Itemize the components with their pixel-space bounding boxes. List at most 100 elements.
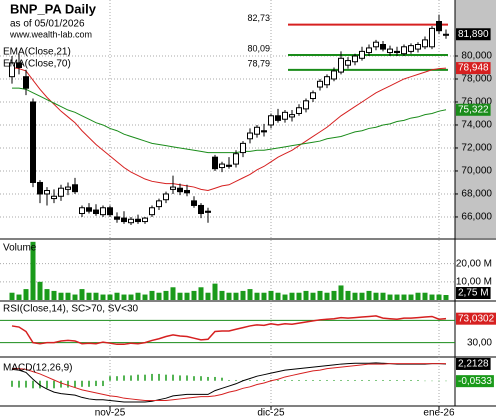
volume-bar bbox=[247, 289, 253, 300]
candle-body bbox=[58, 187, 64, 197]
volume-bar bbox=[226, 292, 232, 300]
volume-bar bbox=[331, 290, 337, 300]
candle-body bbox=[30, 101, 36, 183]
candle-body bbox=[296, 107, 302, 114]
volume-bar bbox=[352, 292, 358, 300]
y-tick-label: 72,000 bbox=[461, 143, 492, 154]
volume-bar bbox=[128, 294, 134, 300]
volume-bar bbox=[324, 292, 330, 300]
volume-bar bbox=[37, 281, 43, 300]
y-tick-label: 70,000 bbox=[461, 166, 492, 177]
candle-body bbox=[317, 80, 323, 88]
y-tick-label: 20,00 M bbox=[456, 258, 492, 269]
candle-body bbox=[226, 164, 232, 167]
volume-bar bbox=[149, 290, 155, 300]
y-tick-label: 78,000 bbox=[461, 74, 492, 85]
y-tick-label: 68,000 bbox=[461, 189, 492, 200]
volume-bar bbox=[289, 292, 295, 300]
candle-body bbox=[289, 114, 295, 118]
candle-body bbox=[338, 57, 344, 73]
x-tick-label: ene-26 bbox=[423, 408, 455, 419]
volume-bar bbox=[170, 287, 176, 300]
x-tick-label: dic-25 bbox=[257, 408, 285, 419]
last-value-box bbox=[456, 28, 491, 41]
candle-body bbox=[86, 207, 92, 212]
candle-body bbox=[324, 76, 330, 86]
candle-body bbox=[359, 50, 365, 59]
volume-bar bbox=[268, 290, 274, 300]
candle-body bbox=[205, 210, 211, 213]
last-value-label: 75,322 bbox=[458, 104, 489, 115]
volume-bar bbox=[415, 292, 421, 300]
y-tick-label: 30,00 bbox=[467, 337, 492, 348]
volume-bar bbox=[58, 292, 64, 300]
last-value-box bbox=[456, 103, 491, 116]
candle-body bbox=[170, 186, 176, 190]
volume-bar bbox=[422, 292, 428, 300]
candle-body bbox=[142, 217, 148, 223]
volume-bar bbox=[16, 294, 22, 300]
volume-bar bbox=[394, 294, 400, 300]
candle-body bbox=[114, 216, 120, 220]
candle-body bbox=[163, 193, 169, 201]
y-tick-label: 74,000 bbox=[461, 120, 492, 131]
volume-bar bbox=[275, 292, 281, 300]
candle-body bbox=[310, 92, 316, 100]
candle-body bbox=[352, 55, 358, 63]
x-tick-label: nov-25 bbox=[95, 408, 126, 419]
candle-body bbox=[331, 70, 337, 80]
volume-bar bbox=[9, 292, 15, 300]
candle-body bbox=[107, 207, 113, 216]
last-value-box bbox=[456, 357, 491, 370]
candle-body bbox=[135, 218, 141, 223]
candle-body bbox=[394, 50, 400, 54]
candle-body bbox=[366, 47, 372, 54]
candle-body bbox=[121, 217, 127, 223]
volume-bar bbox=[191, 290, 197, 300]
volume-bar bbox=[121, 294, 127, 300]
volume-bar bbox=[366, 290, 372, 300]
volume-bar bbox=[429, 294, 435, 300]
candle-body bbox=[240, 142, 246, 154]
volume-bar bbox=[135, 292, 141, 300]
pane-title: Volume bbox=[3, 243, 37, 254]
volume-bar bbox=[345, 290, 351, 300]
chart-title: BNP_PA Daily bbox=[10, 1, 97, 16]
pane-title: RSI(Close,14), SC>70, SV<30 bbox=[3, 304, 139, 315]
ema-line bbox=[12, 87, 447, 154]
volume-bar bbox=[296, 292, 302, 300]
candle-body bbox=[422, 39, 428, 48]
volume-bar bbox=[114, 292, 120, 300]
candle-body bbox=[254, 126, 260, 135]
candle-body bbox=[233, 153, 239, 165]
candle-body bbox=[156, 200, 162, 208]
last-value-box bbox=[456, 62, 491, 75]
volume-bar bbox=[408, 294, 414, 300]
legend-entry: EMA(Close,21) bbox=[3, 47, 71, 58]
volume-bar bbox=[86, 292, 92, 300]
y-tick-label: 80,000 bbox=[461, 51, 492, 62]
level-label: 78,79 bbox=[247, 58, 270, 68]
source: www.wealth-lab.com bbox=[9, 29, 92, 39]
volume-bar bbox=[254, 292, 260, 300]
candle-body bbox=[93, 209, 99, 215]
candle-body bbox=[247, 132, 253, 140]
volume-bar bbox=[177, 292, 183, 300]
candle-body bbox=[9, 62, 15, 78]
candle-body bbox=[429, 27, 435, 48]
last-value-label: -0,0533 bbox=[458, 376, 492, 387]
candle-body bbox=[191, 200, 197, 206]
y-tick-label: 66,000 bbox=[461, 212, 492, 223]
volume-bar bbox=[79, 289, 85, 300]
volume-bar bbox=[401, 294, 407, 300]
candle-body bbox=[184, 190, 190, 194]
candle-body bbox=[65, 186, 71, 190]
volume-bar bbox=[240, 290, 246, 300]
legend-entry: EMA(Close,70) bbox=[3, 59, 71, 70]
volume-bar bbox=[107, 294, 113, 300]
volume-bar bbox=[443, 295, 449, 300]
candle-body bbox=[373, 41, 379, 48]
y-tick-label: 76,000 bbox=[461, 97, 492, 108]
candle-body bbox=[436, 21, 442, 32]
